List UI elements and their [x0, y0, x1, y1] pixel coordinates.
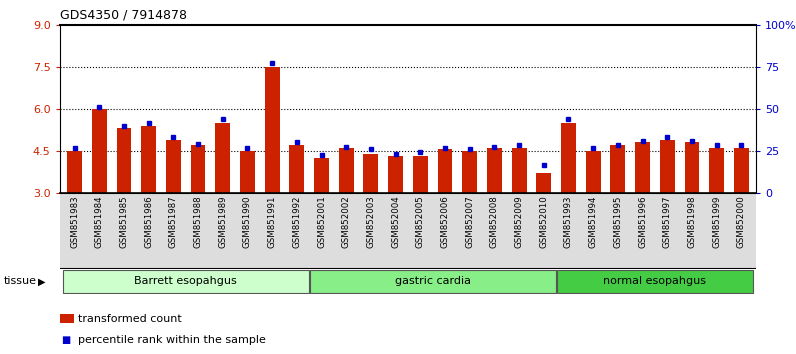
Text: GSM852000: GSM852000 [737, 195, 746, 248]
Text: GSM852001: GSM852001 [317, 195, 326, 248]
Bar [586, 151, 601, 193]
Text: GDS4350 / 7914878: GDS4350 / 7914878 [60, 9, 187, 22]
Bar [215, 123, 230, 193]
Bar [561, 123, 576, 193]
FancyBboxPatch shape [556, 269, 753, 293]
Bar [314, 158, 329, 193]
Bar [141, 126, 156, 193]
Bar [537, 173, 551, 193]
Bar [290, 145, 304, 193]
Bar [685, 143, 700, 193]
Text: Barrett esopahgus: Barrett esopahgus [135, 276, 237, 286]
Text: GSM851983: GSM851983 [70, 195, 79, 248]
Bar [67, 151, 82, 193]
Text: GSM852008: GSM852008 [490, 195, 499, 248]
Bar [166, 140, 181, 193]
Text: GSM851995: GSM851995 [614, 195, 622, 248]
Text: ■: ■ [61, 335, 71, 345]
Text: GSM852004: GSM852004 [391, 195, 400, 248]
Text: GSM851986: GSM851986 [144, 195, 153, 248]
Bar [413, 156, 427, 193]
Text: gastric cardia: gastric cardia [395, 276, 470, 286]
Bar [487, 148, 501, 193]
Bar [364, 154, 378, 193]
Text: percentile rank within the sample: percentile rank within the sample [78, 335, 266, 345]
Bar [116, 129, 131, 193]
Bar [240, 151, 255, 193]
Text: GSM851985: GSM851985 [119, 195, 128, 248]
Text: GSM851996: GSM851996 [638, 195, 647, 248]
Bar [611, 145, 626, 193]
Text: GSM852009: GSM852009 [514, 195, 524, 248]
Bar [709, 148, 724, 193]
Bar [388, 156, 403, 193]
Text: GSM852003: GSM852003 [366, 195, 376, 248]
Bar [512, 148, 526, 193]
Bar [438, 149, 452, 193]
Text: GSM851998: GSM851998 [688, 195, 696, 248]
Bar [190, 145, 205, 193]
Text: GSM851994: GSM851994 [589, 195, 598, 248]
Text: GSM851992: GSM851992 [292, 195, 302, 248]
Text: normal esopahgus: normal esopahgus [603, 276, 706, 286]
Bar [462, 151, 477, 193]
Text: tissue: tissue [4, 276, 37, 286]
Text: GSM852010: GSM852010 [540, 195, 548, 248]
Text: GSM852002: GSM852002 [341, 195, 351, 248]
Bar [265, 67, 279, 193]
Text: GSM851993: GSM851993 [564, 195, 573, 248]
Text: GSM852006: GSM852006 [440, 195, 450, 248]
Text: ▶: ▶ [38, 276, 45, 286]
Bar [734, 148, 749, 193]
Bar [92, 109, 107, 193]
Text: GSM851987: GSM851987 [169, 195, 178, 248]
Text: GSM852007: GSM852007 [465, 195, 474, 248]
Text: GSM851984: GSM851984 [95, 195, 103, 248]
FancyBboxPatch shape [310, 269, 556, 293]
Text: GSM851999: GSM851999 [712, 195, 721, 247]
Text: GSM851990: GSM851990 [243, 195, 252, 248]
Text: GSM851988: GSM851988 [193, 195, 202, 248]
Text: GSM851997: GSM851997 [663, 195, 672, 248]
FancyBboxPatch shape [63, 269, 309, 293]
Bar [339, 148, 353, 193]
Bar [635, 143, 650, 193]
Text: GSM851989: GSM851989 [218, 195, 227, 248]
Bar [660, 140, 675, 193]
Text: transformed count: transformed count [78, 314, 181, 324]
Text: GSM851991: GSM851991 [267, 195, 276, 248]
Text: GSM852005: GSM852005 [416, 195, 425, 248]
